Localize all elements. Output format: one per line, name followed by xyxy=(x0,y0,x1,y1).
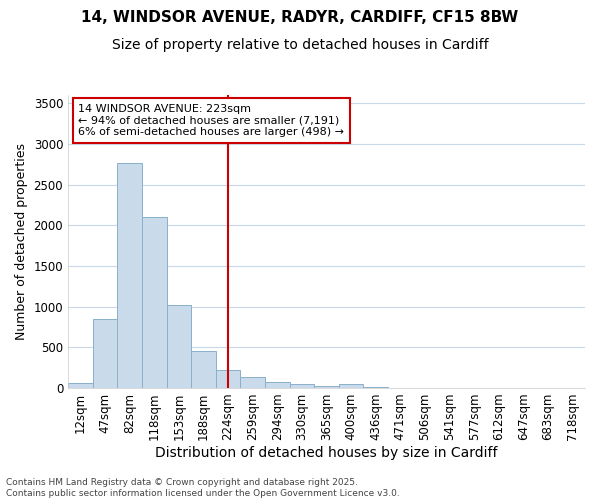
Bar xyxy=(117,162,142,388)
Bar xyxy=(290,384,314,388)
Text: Size of property relative to detached houses in Cardiff: Size of property relative to detached ho… xyxy=(112,38,488,52)
Text: 14, WINDSOR AVENUE, RADYR, CARDIFF, CF15 8BW: 14, WINDSOR AVENUE, RADYR, CARDIFF, CF15… xyxy=(82,10,518,25)
Bar xyxy=(241,376,265,388)
Bar xyxy=(339,384,364,388)
Bar xyxy=(92,319,117,388)
Bar xyxy=(314,386,339,388)
Bar xyxy=(216,370,241,388)
X-axis label: Distribution of detached houses by size in Cardiff: Distribution of detached houses by size … xyxy=(155,446,498,460)
Bar xyxy=(142,217,167,388)
Y-axis label: Number of detached properties: Number of detached properties xyxy=(15,143,28,340)
Text: 14 WINDSOR AVENUE: 223sqm
← 94% of detached houses are smaller (7,191)
6% of sem: 14 WINDSOR AVENUE: 223sqm ← 94% of detac… xyxy=(79,104,344,137)
Bar xyxy=(167,305,191,388)
Bar xyxy=(191,350,216,388)
Bar xyxy=(68,384,92,388)
Bar xyxy=(265,382,290,388)
Text: Contains HM Land Registry data © Crown copyright and database right 2025.
Contai: Contains HM Land Registry data © Crown c… xyxy=(6,478,400,498)
